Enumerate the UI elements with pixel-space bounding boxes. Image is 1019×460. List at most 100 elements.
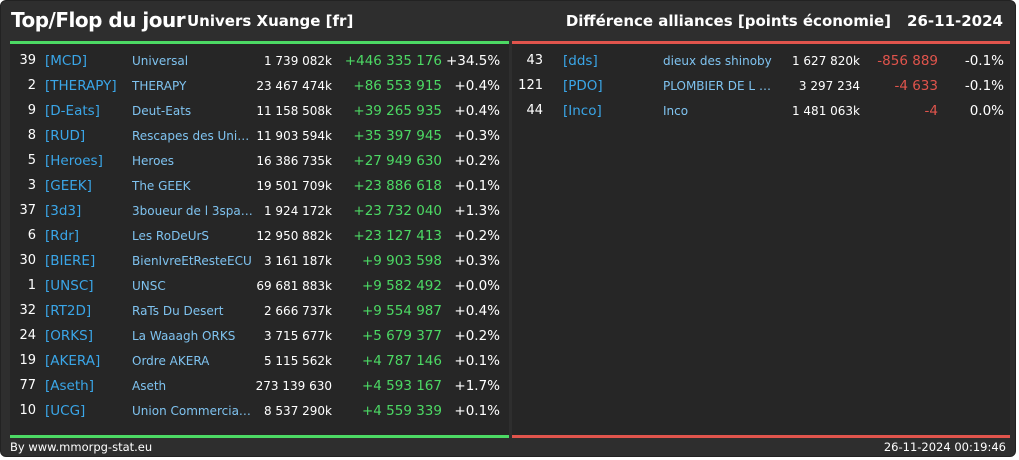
alliance-row: 44 [Inco] Inco 1 481 063k -4 0.0% bbox=[512, 99, 1010, 124]
header-right: Différence alliances [points économie] 26… bbox=[566, 12, 1003, 30]
percent-change: +0.4% bbox=[454, 103, 500, 119]
points-difference: +35 397 945 bbox=[353, 128, 442, 144]
alliance-points: 11 158 508k bbox=[256, 104, 332, 118]
alliance-tag[interactable]: [UNSC] bbox=[45, 278, 94, 294]
points-difference: +5 679 377 bbox=[361, 328, 442, 344]
points-difference: +4 593 167 bbox=[361, 378, 442, 394]
percent-change: -0.1% bbox=[964, 78, 1004, 94]
alliance-tag[interactable]: [D-Eats] bbox=[45, 103, 100, 119]
alliance-name[interactable]: Universal bbox=[132, 54, 189, 68]
alliance-tag[interactable]: [3d3] bbox=[45, 203, 82, 219]
points-difference: +86 553 915 bbox=[353, 78, 442, 94]
universe-subtitle: Univers Xuange [fr] bbox=[187, 12, 354, 30]
alliance-points: 3 715 677k bbox=[263, 329, 332, 343]
alliance-name[interactable]: dieux des shinoby bbox=[663, 54, 772, 68]
top-losers-panel: 43 [dds] dieux des shinoby 1 627 820k -856 8… bbox=[512, 41, 1010, 438]
header: Top/Flop du jour Univers Xuange [fr] Dif… bbox=[1, 1, 1015, 41]
alliance-name[interactable]: The GEEK bbox=[132, 179, 191, 193]
alliance-points: 23 467 474k bbox=[256, 79, 332, 93]
alliance-tag[interactable]: [GEEK] bbox=[45, 178, 92, 194]
percent-change: +0.1% bbox=[454, 178, 500, 194]
alliance-tag[interactable]: [dds] bbox=[563, 53, 598, 69]
footer-credit: By www.mmorpg-stat.eu bbox=[10, 440, 153, 454]
points-difference: +4 559 339 bbox=[361, 403, 442, 419]
alliance-points: 273 139 630 bbox=[255, 379, 332, 393]
alliance-points: 69 681 883k bbox=[256, 279, 332, 293]
alliance-name[interactable]: Ordre AKERA bbox=[132, 354, 210, 368]
alliance-name[interactable]: RaTs Du Desert bbox=[132, 304, 224, 318]
footer-timestamp: 26-11-2024 00:19:46 bbox=[883, 440, 1006, 454]
alliance-tag[interactable]: [ORKS] bbox=[45, 328, 93, 344]
alliance-rank: 5 bbox=[27, 153, 36, 168]
points-difference: +446 335 176 bbox=[344, 53, 442, 69]
alliance-points: 1 924 172k bbox=[263, 204, 332, 218]
alliance-rank: 43 bbox=[526, 53, 543, 68]
alliance-row: 8 [RUD] Rescapes des Univ... 11 903 594k +35… bbox=[10, 124, 509, 149]
points-difference: +9 554 987 bbox=[361, 303, 442, 319]
alliance-tag[interactable]: [Heroes] bbox=[45, 153, 103, 169]
alliance-tag[interactable]: [Rdr] bbox=[45, 228, 80, 244]
percent-change: +0.1% bbox=[454, 353, 500, 369]
alliance-name[interactable]: Les RoDeUrS bbox=[132, 229, 210, 243]
alliance-tag[interactable]: [Aseth] bbox=[45, 378, 94, 394]
alliance-name[interactable]: Aseth bbox=[132, 379, 167, 393]
alliance-name[interactable]: UNSC bbox=[132, 279, 166, 293]
panel-divider bbox=[10, 435, 509, 438]
header-date: 26-11-2024 bbox=[907, 12, 1003, 30]
alliance-rank: 6 bbox=[27, 228, 36, 243]
alliance-rank: 3 bbox=[27, 178, 36, 193]
percent-change: +0.4% bbox=[454, 78, 500, 94]
alliance-row: 32 [RT2D] RaTs Du Desert 2 666 737k +9 554 9… bbox=[10, 299, 509, 324]
alliance-tag[interactable]: [PDO] bbox=[563, 78, 603, 94]
percent-change: +1.3% bbox=[454, 203, 500, 219]
points-difference: -856 889 bbox=[877, 53, 938, 69]
alliance-name[interactable]: La Waaagh ORKS bbox=[132, 329, 236, 343]
alliance-row: 121 [PDO] PLOMBIER DE L O... 3 297 234 -4 63… bbox=[512, 74, 1010, 99]
alliance-row: 37 [3d3] 3boueur de l 3space 1 924 172k +23 … bbox=[10, 199, 509, 224]
alliance-row: 77 [Aseth] Aseth 273 139 630 +4 593 167 +1.7% bbox=[10, 374, 509, 399]
alliance-points: 5 115 562k bbox=[263, 354, 332, 368]
alliance-rank: 10 bbox=[19, 403, 36, 418]
alliance-tag[interactable]: [RT2D] bbox=[45, 303, 92, 319]
alliance-tag[interactable]: [THERAPY] bbox=[45, 78, 117, 94]
alliance-name[interactable]: PLOMBIER DE L O... bbox=[663, 79, 777, 93]
alliance-rank: 37 bbox=[19, 203, 36, 218]
alliance-name[interactable]: THERAPY bbox=[132, 79, 187, 93]
alliance-tag[interactable]: [BIERE] bbox=[45, 253, 96, 269]
alliance-row: 19 [AKERA] Ordre AKERA 5 115 562k +4 787 146… bbox=[10, 349, 509, 374]
alliance-points: 19 501 709k bbox=[256, 179, 332, 193]
alliance-points: 3 161 187k bbox=[263, 254, 332, 268]
percent-change: +34.5% bbox=[446, 53, 500, 69]
alliance-name[interactable]: Union Commerciale... bbox=[132, 404, 254, 418]
alliance-name[interactable]: Inco bbox=[663, 104, 689, 118]
alliance-row: 6 [Rdr] Les RoDeUrS 12 950 882k +23 127 413 +… bbox=[10, 224, 509, 249]
percent-change: +0.3% bbox=[454, 253, 500, 269]
alliance-row: 1 [UNSC] UNSC 69 681 883k +9 582 492 +0.0% bbox=[10, 274, 509, 299]
alliance-name[interactable]: Heroes bbox=[132, 154, 175, 168]
alliance-tag[interactable]: [UCG] bbox=[45, 403, 86, 419]
alliance-name[interactable]: Deut-Eats bbox=[132, 104, 192, 118]
alliance-row: 24 [ORKS] La Waaagh ORKS 3 715 677k +5 679 3… bbox=[10, 324, 509, 349]
alliance-points: 3 297 234 bbox=[798, 79, 860, 93]
alliance-rank: 19 bbox=[19, 353, 36, 368]
alliance-points: 1 627 820k bbox=[791, 54, 860, 68]
alliance-name[interactable]: 3boueur de l 3space bbox=[132, 204, 254, 218]
alliance-name[interactable]: Rescapes des Univ... bbox=[132, 129, 254, 143]
points-difference: +9 903 598 bbox=[361, 253, 442, 269]
alliance-row: 5 [Heroes] Heroes 16 386 735k +27 949 630 +0.… bbox=[10, 149, 509, 174]
points-difference: -4 633 bbox=[894, 78, 938, 94]
alliance-points: 1 481 063k bbox=[791, 104, 860, 118]
alliance-tag[interactable]: [RUD] bbox=[45, 128, 86, 144]
percent-change: +0.3% bbox=[454, 128, 500, 144]
alliance-rank: 9 bbox=[27, 103, 36, 118]
percent-change: +0.2% bbox=[454, 228, 500, 244]
top-gainers-panel: 39 [MCD] Universal 1 739 082k +446 335 176 +3… bbox=[10, 41, 509, 438]
alliance-tag[interactable]: [MCD] bbox=[45, 53, 88, 69]
alliance-tag[interactable]: [AKERA] bbox=[45, 353, 101, 369]
percent-change: -0.1% bbox=[964, 53, 1004, 69]
alliance-tag[interactable]: [Inco] bbox=[563, 103, 602, 119]
alliance-rank: 24 bbox=[19, 328, 36, 343]
alliance-name[interactable]: BienIvreEtResteECU bbox=[132, 254, 252, 268]
alliance-points: 16 386 735k bbox=[256, 154, 332, 168]
